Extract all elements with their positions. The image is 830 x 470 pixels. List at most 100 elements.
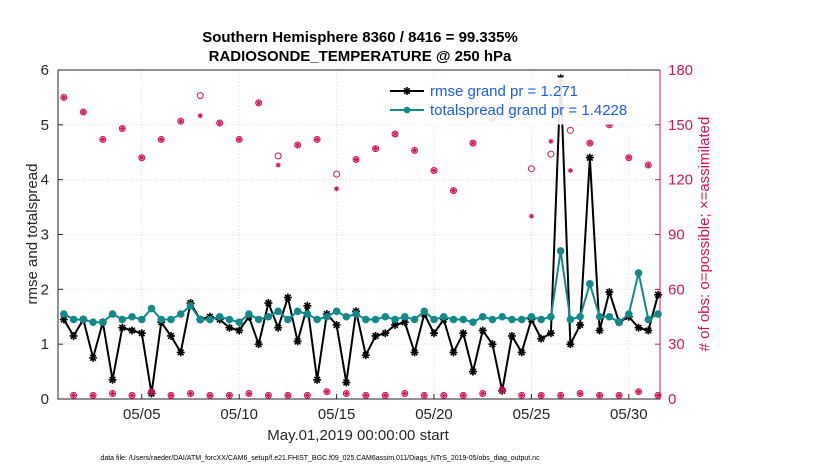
marker bbox=[266, 300, 271, 306]
marker bbox=[148, 388, 156, 396]
marker bbox=[108, 310, 117, 318]
x-tick-label: 05/05 bbox=[123, 406, 161, 423]
marker bbox=[400, 312, 409, 321]
marker bbox=[167, 391, 175, 399]
marker bbox=[186, 390, 194, 398]
marker bbox=[352, 310, 360, 318]
y2-tick-label: 120 bbox=[668, 172, 693, 189]
marker bbox=[206, 315, 214, 324]
marker bbox=[314, 136, 320, 143]
marker bbox=[314, 377, 320, 383]
marker bbox=[566, 126, 574, 134]
marker bbox=[215, 312, 224, 321]
marker bbox=[137, 315, 146, 324]
marker bbox=[382, 392, 388, 398]
marker bbox=[517, 315, 526, 324]
marker bbox=[217, 120, 223, 126]
x-tick-label: 05/25 bbox=[513, 406, 551, 423]
marker bbox=[391, 315, 399, 324]
marker bbox=[597, 392, 603, 398]
marker bbox=[461, 331, 466, 336]
marker bbox=[381, 312, 390, 321]
marker bbox=[655, 392, 661, 398]
marker bbox=[392, 131, 398, 137]
marker bbox=[99, 135, 107, 143]
y2-tick-label: 150 bbox=[668, 117, 693, 134]
marker bbox=[265, 392, 272, 398]
marker bbox=[568, 341, 573, 347]
marker bbox=[196, 92, 204, 100]
marker bbox=[313, 135, 321, 143]
marker bbox=[295, 339, 300, 344]
marker bbox=[313, 315, 321, 324]
footnote: data file: /Users/raeder/DAI/ATM_forcXX/… bbox=[100, 455, 540, 462]
marker bbox=[577, 322, 583, 328]
marker bbox=[587, 155, 593, 160]
marker bbox=[372, 145, 380, 153]
y2-tick-label: 0 bbox=[668, 391, 676, 408]
x-tick-label: 05/10 bbox=[220, 406, 258, 423]
marker bbox=[411, 147, 418, 154]
marker bbox=[89, 391, 97, 399]
marker bbox=[334, 322, 339, 328]
marker bbox=[470, 140, 476, 146]
marker bbox=[71, 333, 76, 339]
marker bbox=[343, 390, 349, 397]
y-tick-label: 5 bbox=[41, 117, 49, 134]
marker bbox=[255, 99, 263, 107]
marker bbox=[246, 390, 252, 397]
marker bbox=[479, 390, 487, 398]
marker bbox=[576, 390, 584, 398]
legend-label: rmse grand pr = 1.271 bbox=[430, 83, 578, 100]
marker bbox=[129, 328, 135, 333]
marker bbox=[168, 333, 174, 339]
marker bbox=[451, 350, 456, 355]
y-tick-label: 4 bbox=[41, 172, 49, 189]
marker bbox=[147, 304, 156, 313]
marker bbox=[498, 386, 506, 394]
marker bbox=[420, 391, 428, 399]
marker bbox=[470, 369, 476, 374]
marker bbox=[176, 310, 185, 318]
marker bbox=[654, 391, 662, 399]
marker bbox=[353, 156, 359, 163]
marker bbox=[480, 328, 485, 333]
marker bbox=[90, 392, 96, 398]
marker bbox=[342, 312, 351, 321]
marker bbox=[548, 331, 554, 336]
marker bbox=[402, 320, 407, 325]
marker bbox=[615, 318, 623, 327]
marker bbox=[79, 108, 87, 116]
marker bbox=[577, 390, 583, 397]
marker bbox=[284, 315, 292, 324]
marker bbox=[644, 315, 653, 324]
marker bbox=[275, 162, 281, 168]
marker bbox=[625, 310, 633, 318]
marker bbox=[245, 390, 253, 398]
marker bbox=[178, 118, 184, 124]
marker bbox=[371, 315, 380, 324]
marker bbox=[274, 307, 282, 316]
marker bbox=[547, 150, 555, 158]
marker bbox=[566, 315, 575, 324]
marker bbox=[305, 303, 310, 308]
marker bbox=[655, 292, 661, 298]
y2-tick-label: 180 bbox=[668, 62, 693, 79]
marker bbox=[538, 392, 544, 398]
marker bbox=[119, 125, 125, 132]
marker bbox=[274, 152, 282, 160]
marker bbox=[254, 315, 263, 324]
marker bbox=[236, 328, 242, 333]
marker bbox=[381, 391, 389, 399]
marker bbox=[139, 155, 145, 161]
marker bbox=[459, 391, 467, 399]
marker bbox=[158, 136, 164, 143]
marker bbox=[478, 312, 487, 321]
marker bbox=[527, 312, 536, 321]
marker bbox=[430, 167, 438, 175]
marker bbox=[449, 187, 457, 195]
marker bbox=[168, 392, 174, 398]
marker bbox=[207, 392, 213, 398]
marker bbox=[333, 186, 340, 192]
marker bbox=[333, 170, 341, 178]
